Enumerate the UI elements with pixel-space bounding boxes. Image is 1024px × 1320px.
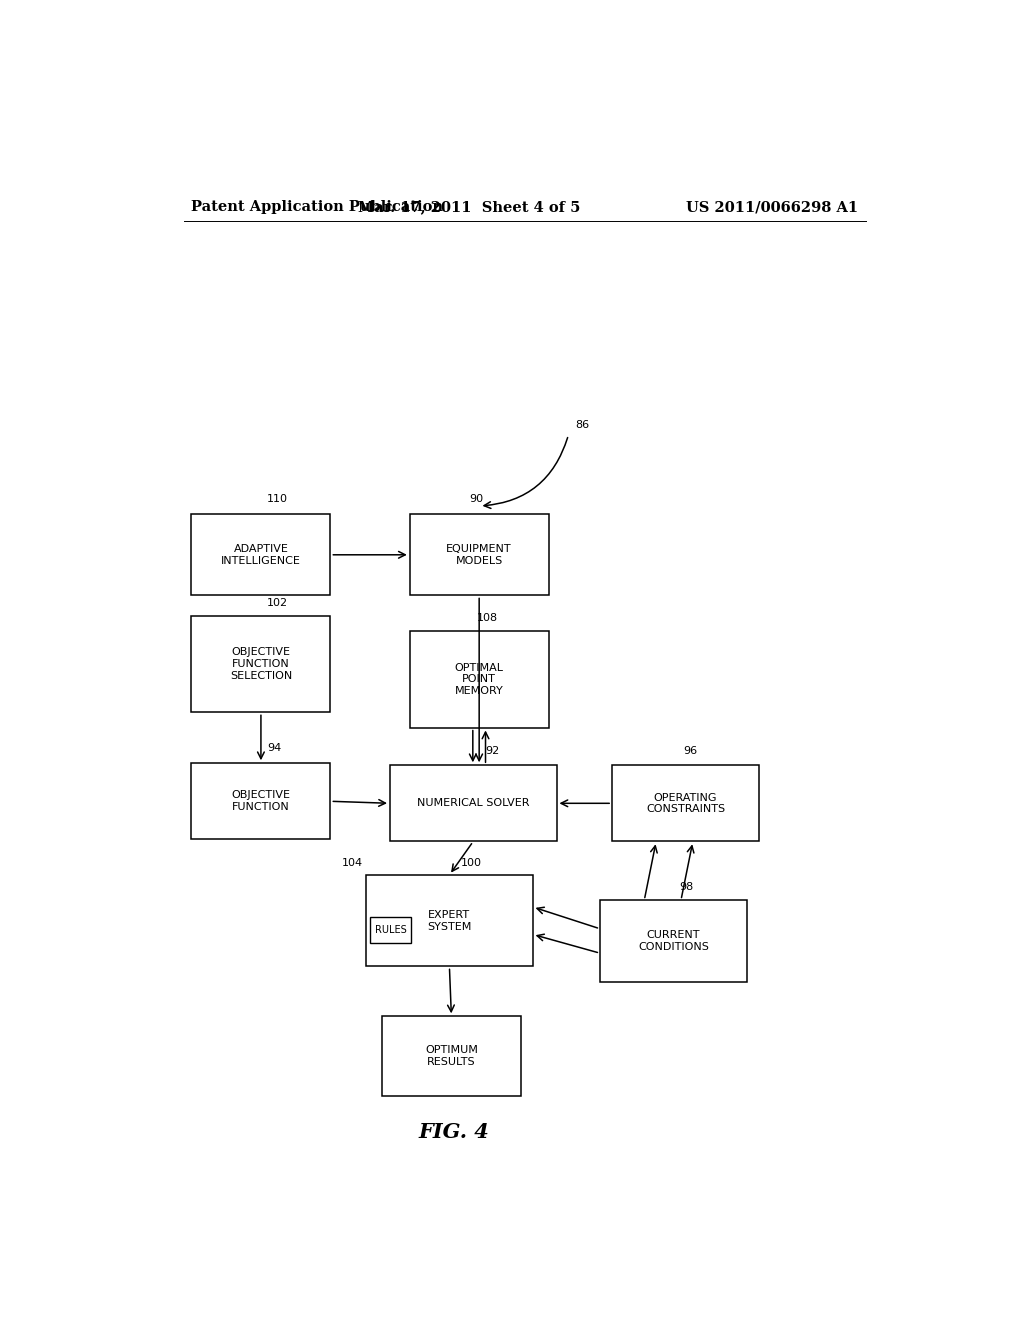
FancyBboxPatch shape xyxy=(612,766,759,841)
Text: Patent Application Publication: Patent Application Publication xyxy=(191,201,443,214)
Text: OPTIMAL
POINT
MEMORY: OPTIMAL POINT MEMORY xyxy=(455,663,504,696)
Text: 96: 96 xyxy=(684,746,697,756)
Text: 100: 100 xyxy=(461,858,482,867)
Text: OBJECTIVE
FUNCTION
SELECTION: OBJECTIVE FUNCTION SELECTION xyxy=(229,647,292,681)
Text: FIG. 4: FIG. 4 xyxy=(418,1122,488,1142)
Text: 102: 102 xyxy=(267,598,288,607)
Text: OPTIMUM
RESULTS: OPTIMUM RESULTS xyxy=(425,1045,478,1067)
FancyBboxPatch shape xyxy=(191,515,331,595)
Text: OBJECTIVE
FUNCTION: OBJECTIVE FUNCTION xyxy=(231,791,291,812)
Text: 108: 108 xyxy=(477,612,499,623)
Text: 94: 94 xyxy=(267,743,282,752)
FancyBboxPatch shape xyxy=(410,631,549,727)
Text: 98: 98 xyxy=(680,882,694,892)
Text: RULES: RULES xyxy=(375,925,407,935)
Text: NUMERICAL SOLVER: NUMERICAL SOLVER xyxy=(417,799,529,808)
Text: 86: 86 xyxy=(574,420,589,430)
Text: 110: 110 xyxy=(267,494,288,504)
Text: CURRENT
CONDITIONS: CURRENT CONDITIONS xyxy=(638,931,709,952)
FancyBboxPatch shape xyxy=(191,615,331,713)
FancyBboxPatch shape xyxy=(370,916,412,942)
Text: 92: 92 xyxy=(485,746,500,756)
Text: EQUIPMENT
MODELS: EQUIPMENT MODELS xyxy=(446,544,512,565)
Text: ADAPTIVE
INTELLIGENCE: ADAPTIVE INTELLIGENCE xyxy=(221,544,301,565)
Text: US 2011/0066298 A1: US 2011/0066298 A1 xyxy=(686,201,858,214)
FancyBboxPatch shape xyxy=(410,515,549,595)
FancyBboxPatch shape xyxy=(382,1016,521,1096)
Text: EXPERT
SYSTEM: EXPERT SYSTEM xyxy=(427,909,472,932)
Text: 90: 90 xyxy=(469,494,483,504)
Text: Mar. 17, 2011  Sheet 4 of 5: Mar. 17, 2011 Sheet 4 of 5 xyxy=(358,201,581,214)
Text: OPERATING
CONSTRAINTS: OPERATING CONSTRAINTS xyxy=(646,792,725,814)
FancyBboxPatch shape xyxy=(191,763,331,840)
FancyBboxPatch shape xyxy=(367,875,532,966)
FancyBboxPatch shape xyxy=(390,766,557,841)
FancyBboxPatch shape xyxy=(600,900,748,982)
Text: 104: 104 xyxy=(342,858,364,867)
